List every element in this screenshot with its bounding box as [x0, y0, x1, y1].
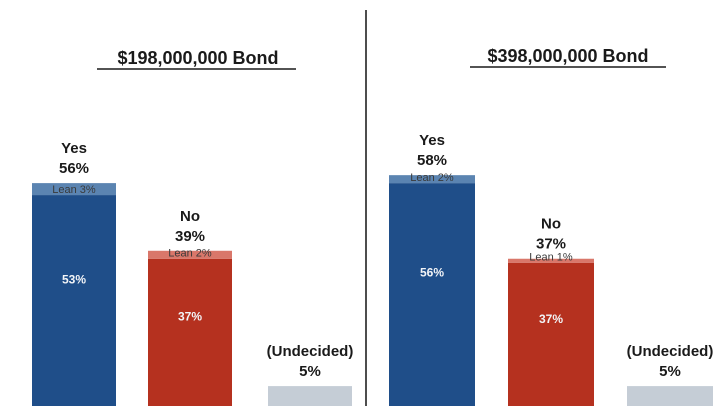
bar-group-yes: Lean 3% 53% Yes 56%	[32, 140, 116, 406]
bar-no-base	[508, 262, 594, 406]
category-label: Yes	[61, 140, 87, 157]
total-label: 5%	[659, 363, 681, 380]
bar-yes-lean	[32, 183, 116, 196]
bar-undecided-base	[268, 386, 352, 406]
bar-value-label: 56%	[420, 266, 444, 280]
bar-yes-base	[32, 195, 116, 406]
bar-group-no: Lean 2% 37% No 39%	[148, 208, 232, 406]
total-label: 58%	[417, 152, 447, 169]
bar-undecided-base	[627, 386, 713, 406]
lean-label: Lean 2%	[168, 248, 212, 260]
bar-value-label: 37%	[178, 310, 202, 324]
category-label: No	[541, 216, 561, 233]
chart-panel-1: $198,000,000 Bond Lean 3% 53% Yes 56% Lean 2%…	[32, 48, 353, 406]
category-label: Yes	[419, 132, 445, 149]
category-label: No	[180, 208, 200, 225]
bar-no-base	[148, 258, 232, 406]
bar-yes-base	[389, 183, 475, 406]
chart-title: $198,000,000 Bond	[117, 48, 278, 68]
bar-no-lean	[508, 258, 594, 263]
lean-label: Lean 2%	[410, 172, 454, 184]
bar-group-undecided: (Undecided) 5%	[267, 343, 354, 406]
total-label: 39%	[175, 228, 205, 245]
bar-group-yes: Lean 2% 56% Yes 58%	[389, 132, 475, 406]
category-label: (Undecided)	[627, 343, 714, 360]
lean-label: Lean 3%	[52, 184, 96, 196]
total-label: 56%	[59, 160, 89, 177]
bar-value-label: 53%	[62, 273, 86, 287]
total-label: 5%	[299, 363, 321, 380]
chart-title: $398,000,000 Bond	[487, 46, 648, 66]
bar-value-label: 37%	[539, 312, 563, 326]
bar-group-undecided: (Undecided) 5%	[627, 343, 714, 406]
bar-yes-lean	[389, 175, 475, 184]
category-label: (Undecided)	[267, 343, 354, 360]
chart-panel-2: $398,000,000 Bond Lean 2% 56% Yes 58% Lean 1%…	[389, 46, 713, 406]
total-label: 37%	[536, 236, 566, 253]
lean-label: Lean 1%	[529, 252, 573, 264]
bar-no-lean	[148, 250, 232, 259]
